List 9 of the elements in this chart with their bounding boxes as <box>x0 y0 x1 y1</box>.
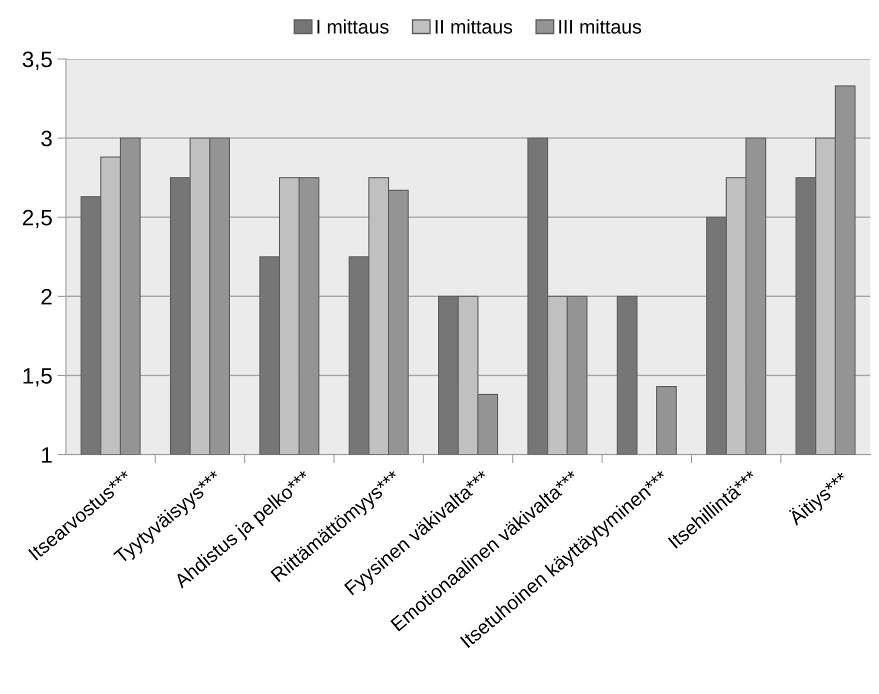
legend-label: III mittaus <box>559 19 642 34</box>
legend-label: I mittaus <box>318 19 389 34</box>
y-tick-label: 1,5 <box>24 368 52 386</box>
y-tick-label: 2 <box>41 288 52 304</box>
y-tick-label: 2,5 <box>22 210 52 228</box>
y-tick-label: 3 <box>41 130 52 146</box>
y-tick-label: 1 <box>42 447 52 463</box>
legend-label: II mittaus <box>436 19 512 34</box>
y-tick-label: 3,5 <box>22 52 52 70</box>
